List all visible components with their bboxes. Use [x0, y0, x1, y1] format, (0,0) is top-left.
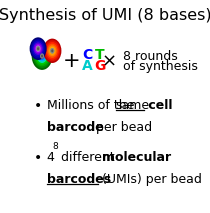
Circle shape: [37, 49, 47, 63]
Text: 8: 8: [52, 142, 58, 151]
Circle shape: [50, 48, 54, 53]
Circle shape: [37, 47, 39, 50]
Circle shape: [47, 44, 58, 58]
Circle shape: [34, 44, 42, 53]
Circle shape: [36, 46, 40, 51]
Text: A: A: [81, 59, 92, 73]
Text: (UMIs) per bead: (UMIs) per bead: [98, 173, 202, 186]
Circle shape: [38, 48, 39, 49]
Circle shape: [51, 49, 53, 52]
Circle shape: [36, 46, 40, 51]
Circle shape: [46, 42, 59, 60]
Circle shape: [40, 53, 44, 59]
Circle shape: [51, 49, 54, 52]
Text: barcode: barcode: [47, 121, 104, 134]
Circle shape: [42, 55, 43, 57]
Circle shape: [41, 55, 43, 58]
Circle shape: [49, 47, 55, 55]
Circle shape: [38, 51, 46, 61]
Text: same: same: [116, 99, 150, 112]
Circle shape: [32, 41, 44, 57]
Circle shape: [40, 53, 44, 59]
Text: per bead: per bead: [92, 121, 152, 134]
Circle shape: [39, 52, 45, 60]
Circle shape: [50, 48, 54, 53]
Circle shape: [32, 42, 52, 70]
Circle shape: [34, 46, 50, 66]
Text: Millions of the: Millions of the: [47, 99, 138, 112]
Text: of synthesis: of synthesis: [123, 60, 198, 73]
Circle shape: [33, 42, 43, 55]
Text: •: •: [34, 99, 42, 113]
Circle shape: [30, 37, 47, 60]
Text: 4: 4: [47, 151, 55, 164]
Text: molecular: molecular: [102, 151, 172, 164]
Text: •: •: [34, 151, 42, 165]
Text: G: G: [94, 59, 105, 73]
Circle shape: [43, 39, 61, 63]
Text: 8 rounds: 8 rounds: [123, 50, 178, 63]
Text: T: T: [95, 48, 104, 62]
Text: +: +: [63, 51, 81, 71]
Text: cell: cell: [144, 99, 172, 112]
Circle shape: [33, 44, 51, 68]
Circle shape: [31, 39, 45, 58]
Circle shape: [41, 55, 43, 58]
Circle shape: [52, 50, 53, 52]
Circle shape: [36, 45, 41, 52]
Text: barcodes: barcodes: [47, 173, 111, 186]
Circle shape: [36, 47, 49, 65]
Text: ×: ×: [101, 52, 117, 70]
Circle shape: [37, 47, 39, 50]
Text: C: C: [83, 48, 93, 62]
Circle shape: [48, 45, 56, 56]
Text: different: different: [57, 151, 119, 164]
Text: Synthesis of UMI (8 bases): Synthesis of UMI (8 bases): [0, 8, 210, 23]
Circle shape: [45, 40, 60, 61]
